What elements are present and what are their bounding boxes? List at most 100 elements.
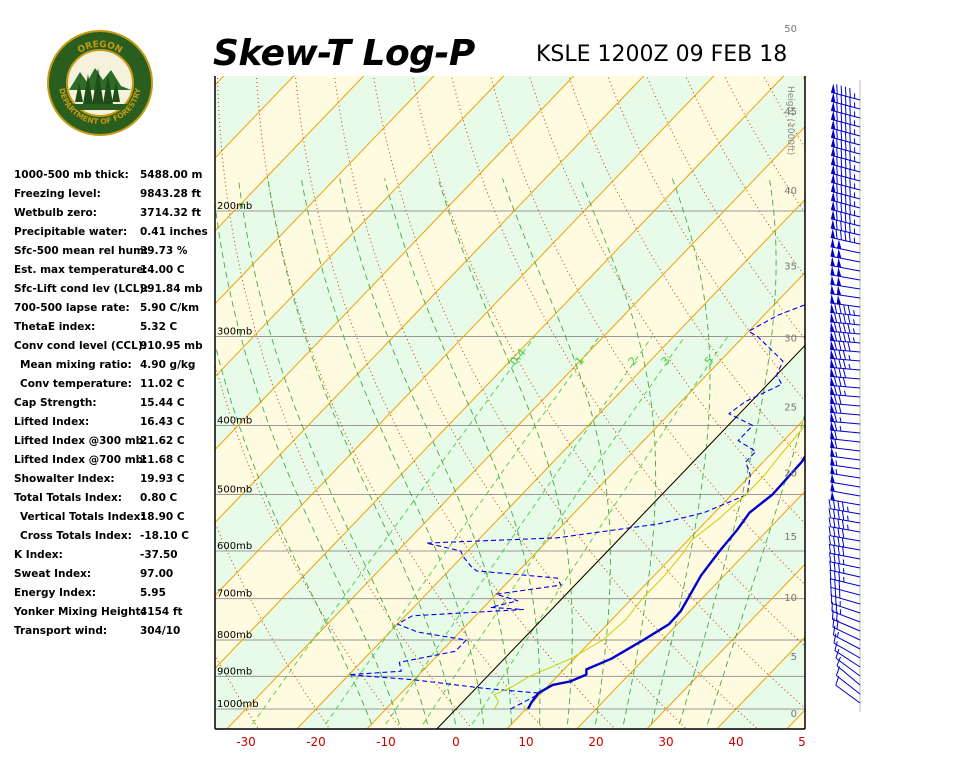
barb-flag	[844, 131, 847, 142]
dry-adiabat	[53, 74, 187, 728]
barb-flag	[840, 221, 843, 231]
isotherm	[215, 76, 785, 670]
stat-label: ThetaE index:	[14, 321, 96, 333]
stat-label: Conv cond level (CCL):	[14, 340, 147, 352]
barb-flag	[836, 120, 838, 130]
barb-flag	[833, 376, 838, 387]
stat-value: 9843.28 ft	[140, 188, 202, 200]
stat-row: 1000-500 mb thick: 5488.00 m	[14, 169, 214, 188]
barb-flag	[844, 95, 847, 106]
barb-half-flag	[848, 363, 851, 370]
x-tick-label: 20	[588, 735, 603, 749]
wind-barb	[832, 617, 861, 641]
height-tick-label: 50	[784, 24, 797, 35]
barb-flag	[848, 223, 851, 233]
wind-barb	[829, 577, 861, 596]
barb-flag	[844, 213, 847, 223]
wind-barb	[828, 535, 861, 551]
stat-label: Precipitable water:	[14, 226, 128, 238]
wind-barb	[828, 526, 861, 542]
barb-flag	[833, 394, 838, 405]
barb-staff	[831, 610, 861, 623]
barb-staff	[830, 455, 861, 461]
barb-flag	[840, 121, 843, 132]
stat-row: Energy Index: 5.95	[14, 587, 214, 606]
wind-barb	[830, 358, 861, 371]
stat-row: Sfc-500 mean rel hum: 39.73 %	[14, 245, 214, 264]
barb-flag	[843, 304, 847, 315]
barb-flag	[833, 349, 838, 360]
wind-barb	[830, 586, 861, 605]
barb-staff	[830, 472, 861, 479]
barb-flag	[838, 368, 842, 378]
barb-flag	[837, 527, 840, 538]
wind-barb	[834, 641, 861, 668]
barb-pennant	[830, 256, 835, 267]
barb-staff	[830, 481, 861, 488]
x-tick-label: -30	[236, 735, 256, 749]
barb-flag	[833, 553, 836, 563]
barb-flag	[833, 570, 836, 581]
height-tick-label: 45	[784, 107, 797, 118]
stat-value: 910.95 mb	[140, 340, 203, 352]
height-tick-label: 0	[791, 709, 797, 720]
wind-barb	[830, 210, 861, 227]
barb-flag	[835, 229, 838, 239]
stat-label: Wetbulb zero:	[14, 207, 97, 219]
wind-barb	[830, 322, 861, 335]
barb-pennant	[830, 481, 835, 492]
barb-flag	[836, 84, 838, 94]
dry-adiabat	[802, 76, 805, 82]
barb-pennant	[830, 247, 835, 258]
barb-flag	[833, 633, 837, 644]
pressure-label: 900mb	[217, 666, 252, 677]
barb-flag	[841, 519, 845, 530]
wind-barb	[830, 349, 861, 362]
barb-flag	[828, 508, 831, 518]
barb-flag	[838, 341, 842, 351]
barb-staff	[830, 255, 861, 263]
barb-pennant	[836, 257, 842, 268]
barb-flag	[833, 536, 836, 546]
barb-staff	[830, 578, 861, 587]
dry-adiabat	[490, 76, 805, 586]
barb-flag	[838, 350, 842, 360]
barb-flag	[849, 132, 851, 143]
barb-pennant	[836, 267, 842, 277]
stat-value: 0.80 C	[140, 492, 178, 504]
moist-adiabat	[215, 342, 372, 725]
isotherm	[855, 74, 960, 731]
barb-pennant	[830, 265, 835, 276]
stat-value: 5.95	[140, 587, 166, 599]
barb-flag	[828, 526, 831, 536]
stat-row: Showalter Index: 19.93 C	[14, 473, 214, 492]
barb-flag	[833, 403, 838, 414]
wind-barb	[830, 101, 861, 119]
wind-barb	[830, 303, 861, 317]
barb-flag	[849, 87, 851, 98]
barb-flag	[836, 611, 838, 622]
barb-pennant	[831, 173, 836, 184]
barb-staff	[830, 402, 861, 407]
barb-flag	[834, 579, 836, 589]
stat-row: Sweat Index: 97.00	[14, 568, 214, 587]
barb-flag	[833, 527, 836, 537]
isotherm	[215, 76, 645, 524]
barb-staff	[835, 657, 861, 677]
barb-pennant	[830, 331, 835, 341]
stat-value: 39.73 %	[140, 245, 188, 257]
stat-row: ThetaE index: 5.32 C	[14, 321, 214, 340]
wind-barb	[830, 455, 861, 470]
barb-pennant	[830, 464, 835, 475]
barb-flag	[837, 509, 840, 520]
barb-flag	[836, 183, 838, 193]
wind-barb	[830, 481, 861, 497]
height-tick-label: 40	[784, 186, 797, 197]
barb-flag	[837, 518, 840, 529]
barb-pennant	[830, 303, 835, 313]
stat-label: 700-500 lapse rate:	[14, 302, 130, 314]
stat-row: Freezing level: 9843.28 ft	[14, 188, 214, 207]
height-axis-label: Height (1000ft)	[785, 86, 795, 155]
stat-label: Yonker Mixing Height:	[14, 606, 145, 618]
barb-flag	[838, 571, 841, 582]
